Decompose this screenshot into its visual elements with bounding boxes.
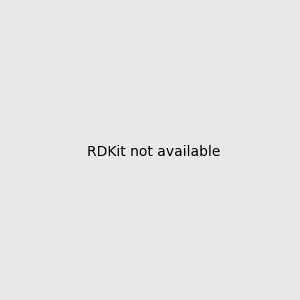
Text: RDKit not available: RDKit not available [87,145,220,158]
